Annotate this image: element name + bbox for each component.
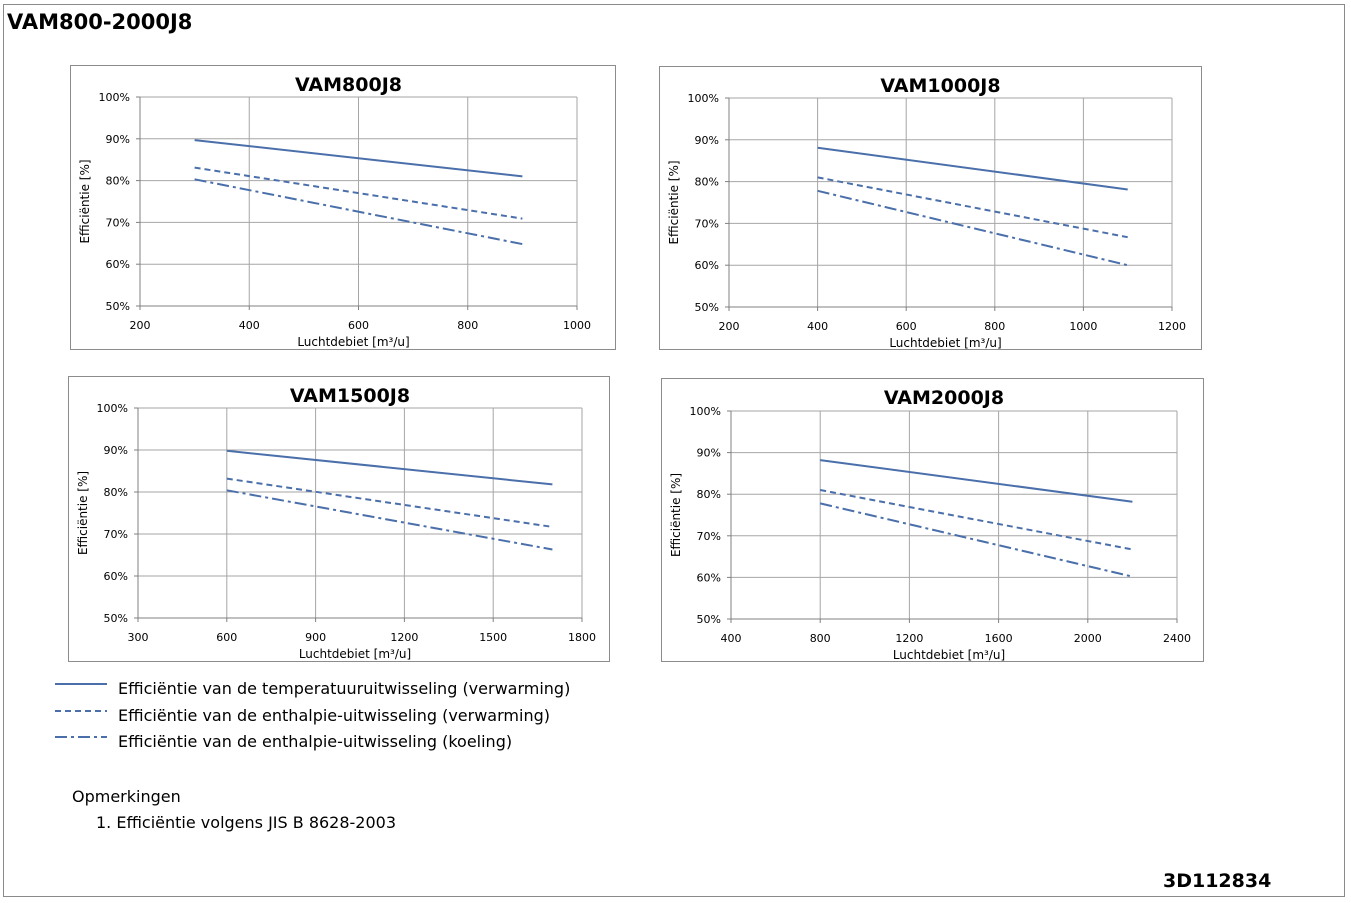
page-frame — [3, 4, 1345, 897]
chart-svg: VAM1500J8 50% 60% 70% 80% 90% 100% 300 600 900 120… — [76, 385, 596, 661]
y-tick-label: 100% — [99, 91, 130, 104]
series-line-dashed — [817, 176, 1128, 239]
series-line-dashdot — [194, 178, 523, 246]
y-tick-label: 80% — [697, 488, 721, 501]
y-tick-label: 50% — [106, 300, 130, 313]
y-tick-label: 60% — [697, 571, 721, 584]
legend-dashed-line-swatch — [55, 710, 107, 712]
y-tick-label: 70% — [697, 530, 721, 543]
y-tick-label: 90% — [106, 133, 130, 146]
x-tick-label: 900 — [305, 631, 326, 644]
chart-svg: VAM1000J8 50% 60% 70% 80% 90% 100% 200 400 600 800… — [667, 75, 1186, 350]
x-tick-label: 1600 — [985, 632, 1013, 645]
chart-svg: VAM2000J8 50% 60% 70% 80% 90% 100% 400 800 1200 16… — [669, 387, 1191, 662]
series-line-dashed — [226, 477, 553, 528]
page-title: VAM800-2000J8 — [7, 10, 193, 34]
x-tick-label: 600 — [216, 631, 237, 644]
series-line-dashdot — [226, 489, 553, 551]
y-tick-label: 90% — [695, 134, 719, 147]
legend-item: Efficiëntie van de temperatuuruitwisseli… — [55, 676, 655, 702]
x-tick-label: 200 — [130, 319, 151, 332]
x-axis-label: Luchtdebiet [m³/u] — [297, 335, 409, 349]
notes-item: 1. Efficiëntie volgens JIS B 8628-2003 — [96, 813, 397, 832]
document-code: 3D112834 — [1163, 870, 1272, 892]
x-tick-label: 1200 — [390, 631, 418, 644]
x-tick-label: 1800 — [568, 631, 596, 644]
y-tick-label: 60% — [106, 258, 130, 271]
chart-title: VAM1000J8 — [880, 75, 1000, 97]
chart-svg: VAM800J8 50% 60% 70% 80% 90% 100% 200 400 600 800 1… — [78, 74, 591, 349]
series-line-solid — [194, 139, 523, 178]
legend-label: Efficiëntie van de enthalpie-uitwisselin… — [118, 706, 550, 725]
x-tick-label: 600 — [896, 320, 917, 333]
x-tick-label: 400 — [721, 632, 742, 645]
legend: Efficiëntie van de temperatuuruitwisseli… — [55, 676, 655, 760]
series-line-solid — [817, 146, 1128, 191]
series-line-solid — [820, 459, 1133, 503]
y-tick-label: 50% — [104, 612, 128, 625]
y-tick-label: 50% — [697, 613, 721, 626]
x-tick-label: 2000 — [1074, 632, 1102, 645]
legend-label: Efficiëntie van de enthalpie-uitwisselin… — [118, 732, 513, 751]
x-axis-label: Luchtdebiet [m³/u] — [893, 648, 1005, 662]
y-tick-label: 90% — [104, 444, 128, 457]
y-tick-label: 60% — [104, 570, 128, 583]
chart-title: VAM800J8 — [295, 74, 402, 96]
y-tick-label: 70% — [104, 528, 128, 541]
x-tick-label: 600 — [348, 319, 369, 332]
chart-title: VAM1500J8 — [290, 385, 410, 407]
legend-label: Efficiëntie van de temperatuuruitwisseli… — [118, 679, 571, 698]
chart-vam2000j8: VAM2000J8 50% 60% 70% 80% 90% 100% 400 800 1200 16… — [661, 378, 1204, 662]
x-tick-label: 400 — [807, 320, 828, 333]
y-tick-label: 80% — [106, 175, 130, 188]
x-tick-label: 200 — [719, 320, 740, 333]
y-tick-label: 100% — [690, 405, 721, 418]
series-line-dashed — [194, 166, 523, 220]
series-line-solid — [226, 449, 553, 486]
y-tick-label: 70% — [695, 217, 719, 230]
series-line-dashdot — [817, 189, 1128, 267]
legend-item: Efficiëntie van de enthalpie-uitwisselin… — [55, 729, 655, 755]
y-axis-label: Efficiëntie [%] — [667, 160, 681, 244]
x-tick-label: 1200 — [895, 632, 923, 645]
x-tick-label: 800 — [810, 632, 831, 645]
x-tick-label: 2400 — [1163, 632, 1191, 645]
x-tick-label: 800 — [457, 319, 478, 332]
x-tick-label: 800 — [984, 320, 1005, 333]
y-tick-label: 100% — [688, 92, 719, 105]
y-tick-label: 80% — [695, 176, 719, 189]
x-tick-label: 400 — [239, 319, 260, 332]
y-axis-label: Efficiëntie [%] — [76, 471, 90, 555]
x-axis-label: Luchtdebiet [m³/u] — [299, 647, 411, 661]
y-tick-label: 50% — [695, 301, 719, 314]
x-tick-label: 1200 — [1158, 320, 1186, 333]
legend-item: Efficiëntie van de enthalpie-uitwisselin… — [55, 703, 655, 729]
y-tick-label: 80% — [104, 486, 128, 499]
y-tick-label: 70% — [106, 216, 130, 229]
y-axis-label: Efficiëntie [%] — [78, 159, 92, 243]
x-tick-label: 1000 — [1069, 320, 1097, 333]
legend-solid-line-swatch — [55, 683, 107, 685]
chart-vam800j8: VAM800J8 50% 60% 70% 80% 90% 100% 200 400 600 800 1… — [70, 65, 616, 350]
y-tick-label: 90% — [697, 447, 721, 460]
chart-vam1500j8: VAM1500J8 50% 60% 70% 80% 90% 100% 300 600 900 120… — [68, 376, 610, 662]
chart-title: VAM2000J8 — [884, 387, 1004, 409]
x-tick-label: 300 — [128, 631, 149, 644]
x-tick-label: 1000 — [563, 319, 591, 332]
y-tick-label: 100% — [97, 402, 128, 415]
x-tick-label: 1500 — [479, 631, 507, 644]
series-line-dashdot — [819, 502, 1133, 578]
legend-dashdot-line-swatch — [55, 736, 107, 738]
series-line-dashed — [820, 489, 1133, 551]
notes-title: Opmerkingen — [72, 787, 181, 806]
y-tick-label: 60% — [695, 259, 719, 272]
x-axis-label: Luchtdebiet [m³/u] — [889, 336, 1001, 350]
chart-vam1000j8: VAM1000J8 50% 60% 70% 80% 90% 100% 200 400 600 800… — [659, 66, 1202, 350]
y-axis-label: Efficiëntie [%] — [669, 473, 683, 557]
